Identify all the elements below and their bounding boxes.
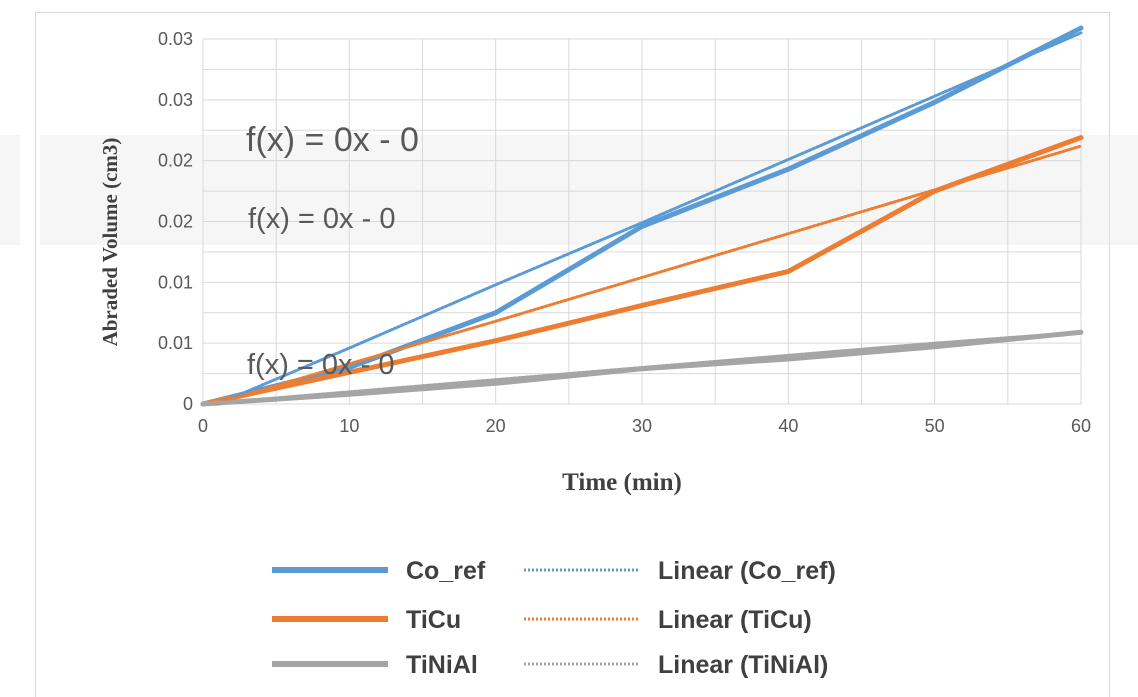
equation-label: f(x) = 0x - 0	[248, 203, 395, 235]
legend: Co_ref Linear (Co_ref) TiCu Linear (TiCu) Ti…	[272, 557, 836, 679]
legend-label: Linear (Co_ref)	[658, 557, 836, 585]
x-tick-label: 40	[778, 416, 798, 436]
legend-label: Linear (TiCu)	[658, 606, 812, 634]
equation-annotations: f(x) = 0x - 0 f(x) = 0x - 0 f(x) = 0x - 0	[246, 121, 419, 381]
y-tick-label: 0.01	[158, 333, 193, 353]
x-tick-label: 20	[486, 416, 506, 436]
equation-label: f(x) = 0x - 0	[247, 349, 394, 381]
y-tick-label: 0.03	[158, 29, 193, 49]
chart-frame	[35, 12, 1110, 697]
x-tick-label: 50	[925, 416, 945, 436]
y-tick-label: 0.02	[158, 212, 193, 232]
y-axis-ticks: 0 0.01 0.01 0.02 0.02 0.03 0.03	[158, 29, 193, 414]
equation-label: f(x) = 0x - 0	[246, 121, 419, 159]
y-tick-label: 0.01	[158, 272, 193, 292]
legend-label: Co_ref	[406, 557, 486, 585]
y-axis-label: Abraded Volume (cm3)	[98, 138, 122, 347]
series-line-linear-co-ref	[215, 31, 1083, 406]
series-line-linear-ticu	[213, 144, 1083, 406]
series-line-linear-tinial	[201, 330, 1083, 406]
y-tick-label: 0	[183, 394, 193, 414]
x-tick-label: 60	[1071, 416, 1091, 436]
legend-label: TiNiAl	[406, 651, 478, 679]
x-axis-label: Time (min)	[562, 469, 682, 496]
y-tick-label: 0.03	[158, 90, 193, 110]
x-axis-ticks: 0 10 20 30 40 50 60	[198, 416, 1091, 436]
legend-label: TiCu	[406, 606, 461, 634]
y-tick-label: 0.02	[158, 151, 193, 171]
series-line-co-ref	[200, 25, 1084, 407]
x-tick-label: 10	[339, 416, 359, 436]
legend-label: Linear (TiNiAl)	[658, 651, 828, 679]
x-tick-label: 0	[198, 416, 208, 436]
series-lines	[200, 25, 1084, 407]
x-tick-label: 30	[632, 416, 652, 436]
